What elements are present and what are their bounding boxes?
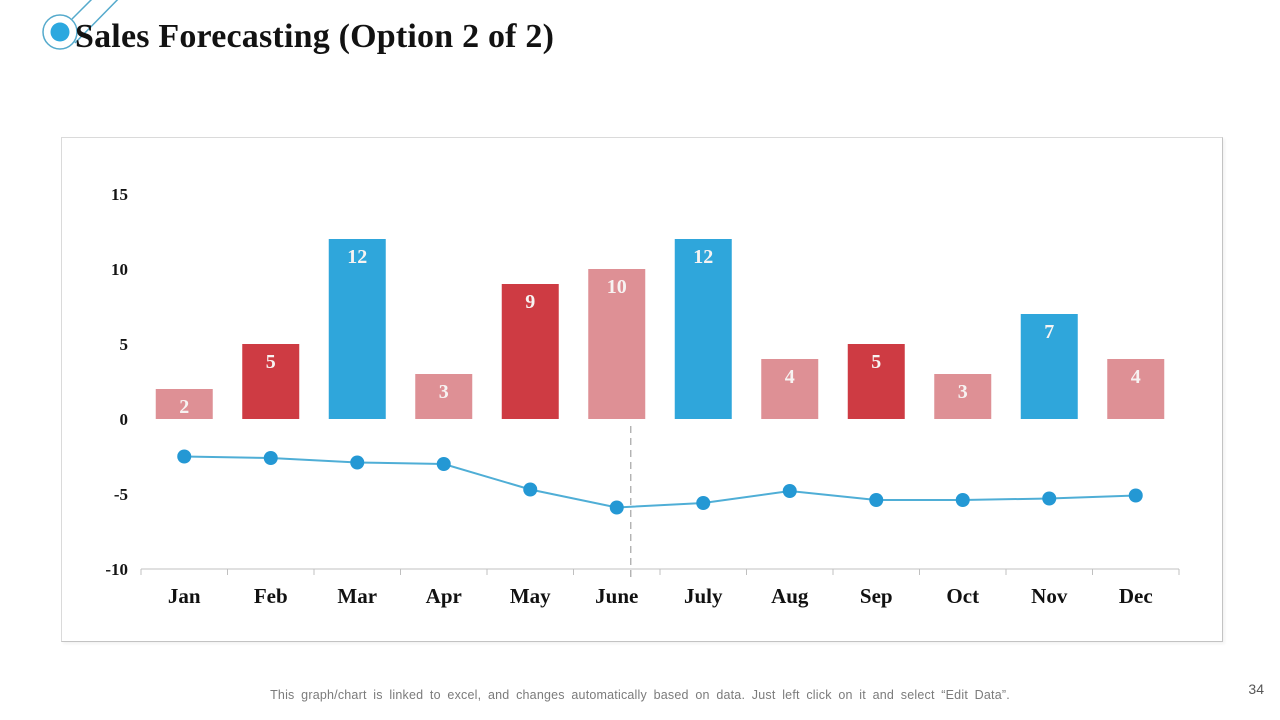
sales-forecast-chart[interactable]: 15 10 5 0 -5 -10 Jan Feb Mar Apr May June July Aug Sep… <box>61 137 1223 642</box>
x-axis-label-apr: Apr <box>426 584 462 608</box>
bar-nov[interactable] <box>1020 314 1078 419</box>
trend-point-june[interactable] <box>609 500 624 515</box>
trend-point-may[interactable] <box>523 482 538 497</box>
bar-label-apr: 3 <box>439 381 449 403</box>
trend-point-aug[interactable] <box>782 484 797 498</box>
bar-aug[interactable] <box>761 359 819 419</box>
bar-label-july: 12 <box>693 246 713 268</box>
bar-label-sep: 5 <box>871 351 881 373</box>
trend-point-sep[interactable] <box>869 493 884 507</box>
bar-sep[interactable] <box>847 344 905 419</box>
bar-july[interactable] <box>674 239 732 419</box>
comet-icon <box>42 0 119 50</box>
bar-label-mar: 12 <box>347 246 367 268</box>
y-axis-tick-label: -5 <box>114 485 128 504</box>
x-axis-label-oct: Oct <box>946 584 979 608</box>
x-axis-label-july: July <box>684 584 723 608</box>
bar-label-may: 9 <box>525 291 535 313</box>
y-axis-tick-label: -10 <box>105 560 128 579</box>
bar-dec[interactable] <box>1107 359 1165 419</box>
trend-point-feb[interactable] <box>263 451 278 465</box>
bar-label-aug: 4 <box>785 366 795 388</box>
bar-jan[interactable] <box>155 389 213 419</box>
trend-line <box>184 455 1136 509</box>
x-axis-label-may: May <box>510 584 551 608</box>
y-axis-tick-label: 0 <box>120 410 129 429</box>
trend-point-dec[interactable] <box>1128 488 1143 503</box>
bar-may[interactable] <box>501 284 559 419</box>
x-axis-label-mar: Mar <box>337 584 377 608</box>
trend-point-apr[interactable] <box>436 457 451 471</box>
page-title: Sales Forecasting (Option 2 of 2) <box>75 18 555 55</box>
trend-point-oct[interactable] <box>955 493 970 507</box>
y-axis-tick-label: 5 <box>120 335 129 354</box>
bar-label-jan: 2 <box>179 396 189 418</box>
trend-point-jan[interactable] <box>177 449 192 464</box>
x-axis-label-june: June <box>595 584 638 608</box>
bar-label-oct: 3 <box>958 381 968 403</box>
page-number: 34 <box>1248 681 1264 697</box>
bar-apr[interactable] <box>415 374 473 419</box>
bar-june[interactable] <box>588 269 646 419</box>
x-axis-label-aug: Aug <box>771 584 809 608</box>
bar-label-feb: 5 <box>266 351 276 373</box>
bar-oct[interactable] <box>934 374 992 419</box>
x-axis-label-nov: Nov <box>1031 584 1068 608</box>
edit-data-caption: This graph/chart is linked to excel, and… <box>270 688 1010 702</box>
trend-point-july[interactable] <box>696 496 711 510</box>
x-axis-label-feb: Feb <box>254 584 288 608</box>
bar-label-june: 10 <box>607 276 627 298</box>
y-axis-tick-label: 10 <box>111 260 128 279</box>
bar-label-nov: 7 <box>1044 321 1054 343</box>
trend-point-mar[interactable] <box>350 455 365 470</box>
bar-feb[interactable] <box>242 344 300 419</box>
y-axis-tick-label: 15 <box>111 185 128 204</box>
x-axis-label-jan: Jan <box>168 584 201 608</box>
x-axis-label-sep: Sep <box>860 584 893 608</box>
x-axis-label-dec: Dec <box>1119 584 1153 608</box>
bar-mar[interactable] <box>328 239 386 419</box>
trend-point-nov[interactable] <box>1042 491 1057 506</box>
bar-label-dec: 4 <box>1131 366 1141 388</box>
